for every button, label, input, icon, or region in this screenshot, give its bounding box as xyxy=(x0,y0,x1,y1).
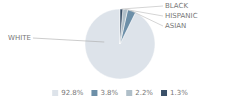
legend-label: 3.8% xyxy=(100,89,118,97)
legend-label: 92.8% xyxy=(61,89,84,97)
annotation-label: ASIAN xyxy=(165,22,186,30)
pie-slice xyxy=(85,9,155,79)
annotation-line xyxy=(125,9,163,16)
annotation-label: WHITE xyxy=(8,34,31,42)
legend-swatch xyxy=(161,90,167,96)
legend-label: 1.3% xyxy=(170,89,188,97)
legend-swatch xyxy=(91,90,97,96)
pie-slice xyxy=(120,9,123,44)
annotation-label: BLACK xyxy=(165,2,188,10)
pie-slice xyxy=(120,10,135,44)
annotations: WHITE BLACK HISPANIC ASIAN xyxy=(8,2,198,42)
annotation-line xyxy=(132,11,163,26)
pie xyxy=(85,9,155,79)
annotation-line xyxy=(33,38,104,42)
legend-label: 2.2% xyxy=(135,89,153,97)
pie-slice xyxy=(120,9,128,44)
annotation-line xyxy=(121,6,163,9)
legend-swatch xyxy=(52,90,58,96)
annotation-label: HISPANIC xyxy=(165,12,198,20)
chart: WHITE BLACK HISPANIC ASIAN 92.8% 3.8% 2.2% 1.3% xyxy=(0,0,240,100)
legend-swatch xyxy=(126,90,132,96)
legend: 92.8% 3.8% 2.2% 1.3% xyxy=(52,89,188,97)
